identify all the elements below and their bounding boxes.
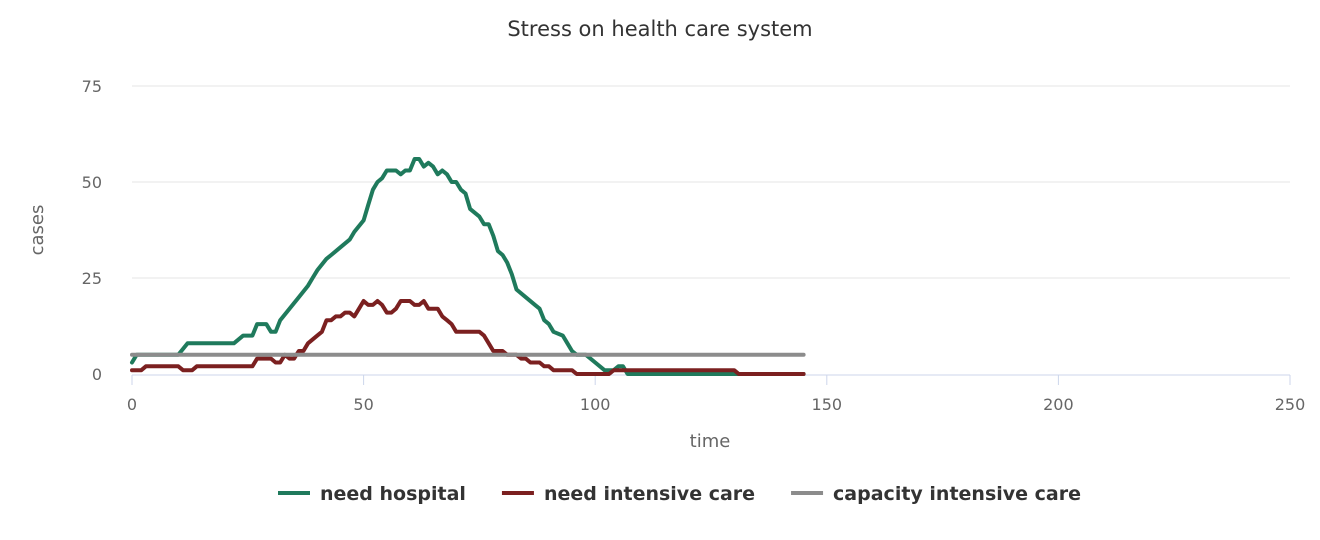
gridlines [132,85,1290,279]
series-line-need-hospital[interactable] [130,157,806,376]
series-line-need-intensive-care[interactable] [130,299,806,376]
y-tick-label: 50 [82,173,102,192]
series-layer [130,157,806,376]
y-tick-label: 75 [82,77,102,96]
x-tick-label: 0 [127,395,137,414]
x-tick-labels: 0 50 100 150 200 250 [127,395,1305,414]
legend-item-need-hospital[interactable]: need hospital [278,483,466,505]
y-axis-title: cases [27,205,48,256]
x-tick-label: 150 [812,395,843,414]
y-tick-labels: 0 25 50 75 [82,77,102,384]
x-tick-label: 100 [580,395,611,414]
y-tick-label: 25 [82,269,102,288]
legend-item-need-intensive-care[interactable]: need intensive care [501,483,755,505]
x-tick-label: 250 [1275,395,1306,414]
legend-label: need intensive care [544,483,755,505]
legend-label: capacity intensive care [833,483,1081,505]
legend: need hospital need intensive care capacity… [278,483,1081,505]
x-axis [131,374,1291,385]
x-axis-title: time [690,431,731,452]
chart-title: Stress on health care system [507,17,812,41]
legend-item-capacity-intensive-care[interactable]: capacity intensive care [791,483,1081,505]
legend-label: need hospital [320,483,466,505]
x-tick-label: 50 [353,395,373,414]
x-tick-label: 200 [1043,395,1074,414]
y-tick-label: 0 [92,365,102,384]
